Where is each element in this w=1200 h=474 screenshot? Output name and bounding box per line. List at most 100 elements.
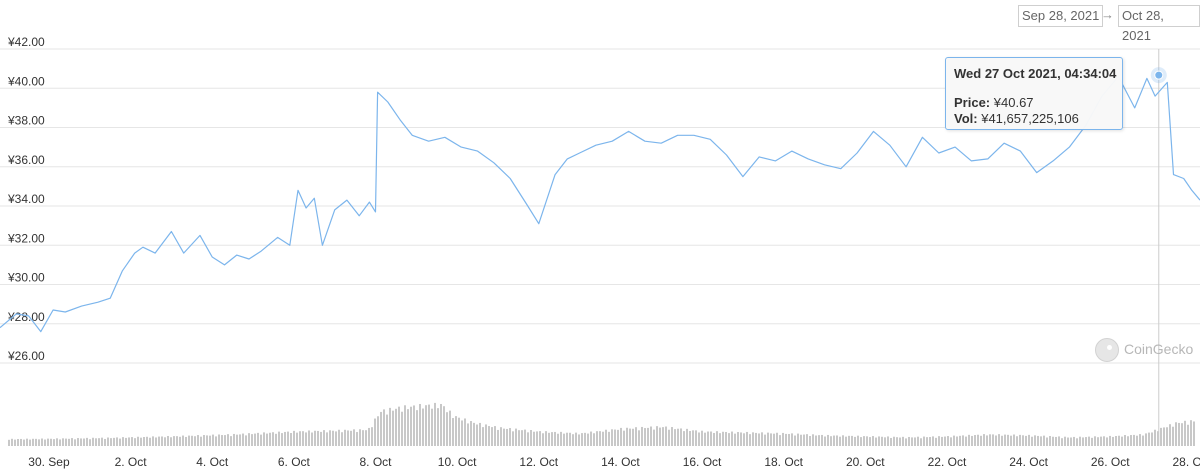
volume-bar	[1112, 436, 1114, 446]
volume-bar	[404, 405, 406, 446]
volume-bar	[185, 436, 187, 446]
volume-bar	[263, 432, 265, 446]
volume-bar	[668, 429, 670, 446]
volume-bar	[935, 437, 937, 446]
volume-bar	[884, 437, 886, 446]
x-tick-label: 26. Oct	[1091, 455, 1130, 469]
volume-bar	[47, 438, 49, 446]
volume-bar	[506, 428, 508, 446]
volume-bar	[68, 438, 70, 446]
volume-bar	[767, 432, 769, 446]
volume-bar	[1028, 434, 1030, 446]
volume-bar	[443, 406, 445, 446]
volume-bar	[650, 426, 652, 446]
volume-bar	[365, 430, 367, 446]
volume-bar	[296, 432, 298, 446]
volume-bar	[722, 431, 724, 446]
volume-bar	[917, 436, 919, 446]
date-from-input[interactable]: Sep 28, 2021	[1018, 5, 1104, 27]
volume-bar	[377, 416, 379, 446]
volume-bar	[101, 437, 103, 446]
volume-bar	[617, 429, 619, 446]
volume-bar	[386, 414, 388, 446]
volume-bar	[323, 430, 325, 446]
volume-bar	[554, 431, 556, 446]
watermark-text: CoinGecko	[1124, 341, 1194, 357]
volume-bar	[698, 432, 700, 446]
volume-bar	[707, 431, 709, 446]
volume-bar	[737, 432, 739, 446]
volume-bar	[119, 438, 121, 446]
volume-bar	[284, 431, 286, 446]
volume-bar	[143, 436, 145, 446]
volume-bar	[467, 423, 469, 446]
volume-bar	[524, 429, 526, 446]
volume-bar	[1193, 421, 1195, 446]
volume-bar	[875, 437, 877, 446]
volume-bar	[623, 430, 625, 446]
volume-bar	[644, 428, 646, 446]
volume-bar	[608, 431, 610, 446]
volume-bar	[293, 430, 295, 446]
volume-bar	[140, 437, 142, 446]
volume-bar	[959, 435, 961, 446]
volume-bar	[50, 438, 52, 446]
volume-bar	[662, 427, 664, 446]
volume-bar	[449, 410, 451, 446]
volume-bar	[1142, 435, 1144, 446]
volume-bar	[128, 437, 130, 446]
volume-bar	[131, 437, 133, 446]
volume-bar	[407, 409, 409, 446]
volume-bar	[734, 433, 736, 446]
volume-bar	[581, 433, 583, 446]
volume-bar	[1115, 436, 1117, 446]
volume-bar	[32, 438, 34, 446]
volume-bar	[146, 436, 148, 446]
date-to-input[interactable]: Oct 28, 2021	[1118, 5, 1200, 43]
volume-bar	[248, 433, 250, 446]
volume-bar	[302, 431, 304, 446]
volume-bar	[419, 403, 421, 446]
volume-bar	[473, 422, 475, 446]
volume-bar	[455, 416, 457, 446]
x-tick-label: 14. Oct	[601, 455, 640, 469]
volume-bar	[905, 438, 907, 446]
volume-bar	[914, 437, 916, 446]
volume-bar	[374, 418, 376, 446]
volume-bar	[1181, 423, 1183, 446]
volume-bar	[572, 434, 574, 446]
volume-bar	[116, 437, 118, 446]
volume-bar	[290, 433, 292, 446]
volume-bar	[1139, 434, 1141, 446]
volume-bar	[194, 436, 196, 446]
volume-bar	[860, 437, 862, 446]
volume-bar	[20, 438, 22, 446]
volume-bar	[167, 435, 169, 446]
price-series-line[interactable]	[0, 75, 1200, 333]
volume-bar	[485, 424, 487, 446]
volume-bar	[863, 436, 865, 446]
volume-bar	[1097, 437, 1099, 446]
volume-bar	[440, 403, 442, 446]
volume-bar	[773, 433, 775, 446]
volume-bar	[1184, 420, 1186, 446]
volume-bar	[416, 410, 418, 446]
volume-bar	[1130, 435, 1132, 446]
volume-bar	[446, 412, 448, 446]
volume-bar	[971, 435, 973, 446]
volume-bar	[929, 436, 931, 446]
volume-bar	[701, 430, 703, 446]
volume-bar	[794, 435, 796, 446]
volume-bar	[974, 435, 976, 446]
volume-bar	[992, 434, 994, 446]
volume-bar	[41, 438, 43, 446]
volume-bar	[434, 402, 436, 446]
volume-bar	[164, 437, 166, 446]
volume-bar	[392, 410, 394, 446]
volume-bar	[785, 433, 787, 446]
volume-bar	[233, 433, 235, 446]
volume-bar	[977, 434, 979, 446]
volume-bar	[1004, 434, 1006, 446]
volume-bar	[926, 437, 928, 446]
volume-bar	[986, 435, 988, 446]
